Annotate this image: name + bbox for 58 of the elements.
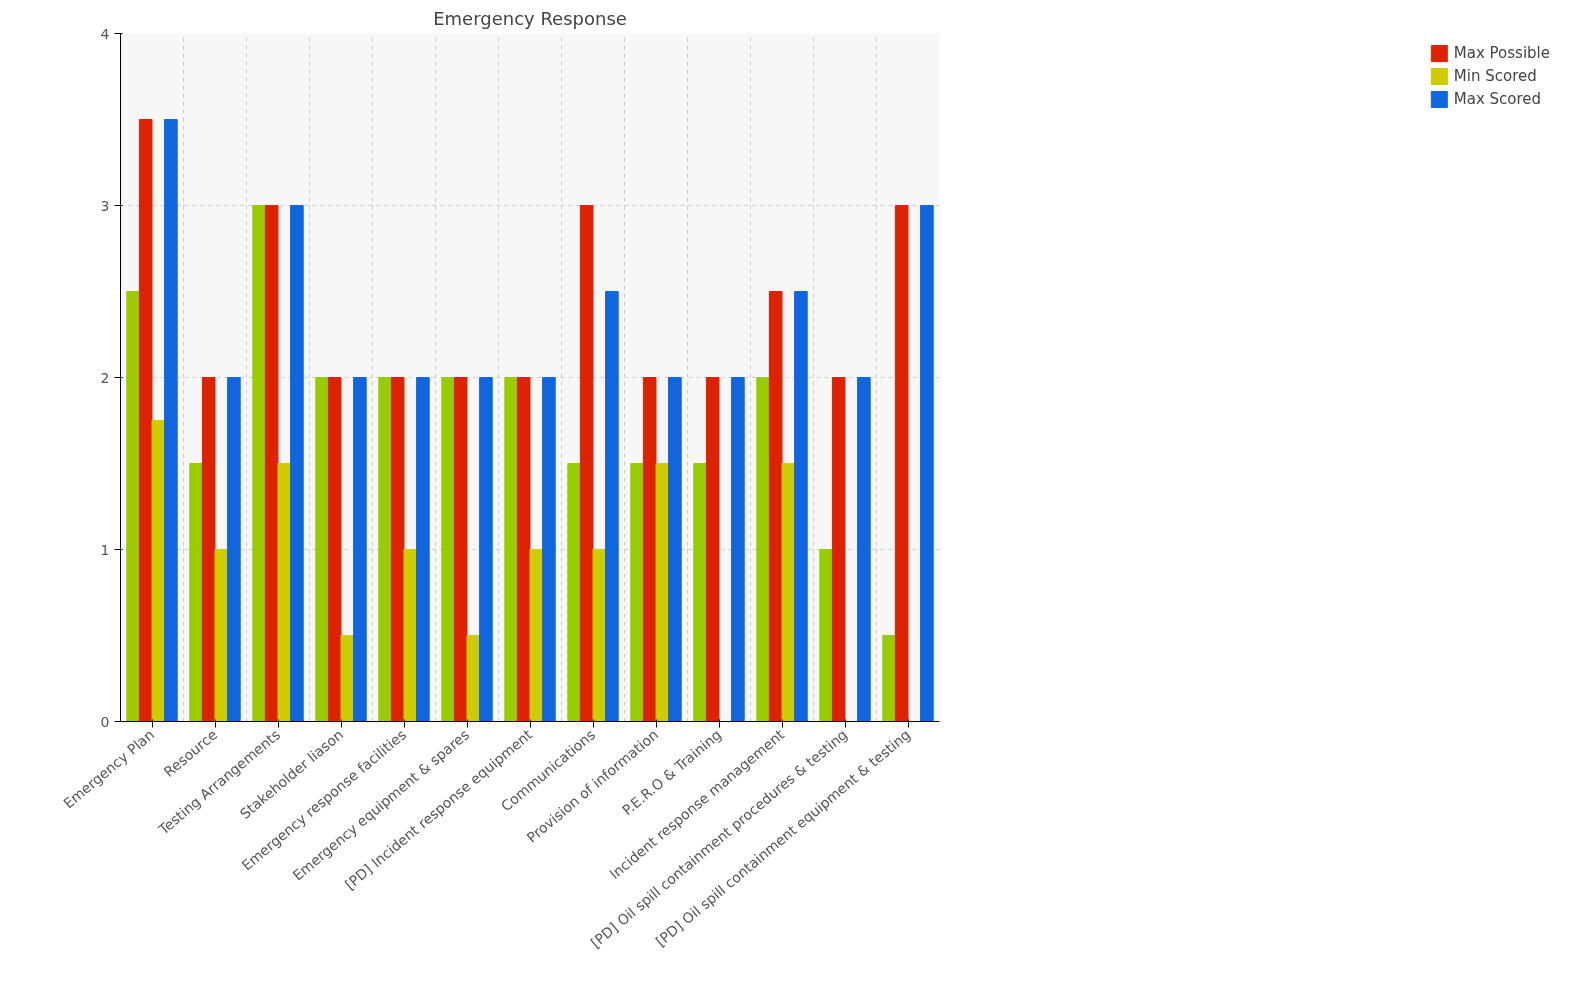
bar [151,420,166,722]
bar [126,291,140,722]
legend-label: Max Scored [1453,90,1542,108]
bar [794,291,808,722]
bar [227,377,241,722]
bar [277,463,292,722]
bar [353,377,367,722]
bar [138,119,153,722]
bar [882,635,896,722]
bar [655,463,670,722]
bar [693,463,707,722]
bar [340,635,355,722]
bar [668,377,682,722]
bar [466,635,481,722]
bar [592,549,607,722]
bar [327,377,342,722]
bar [378,377,392,722]
bar [441,377,455,722]
bar [164,119,178,722]
y-tick-label: 4 [100,25,110,42]
legend-label: Min Scored [1453,67,1537,85]
y-tick-label: 1 [100,541,110,558]
y-tick-label: 2 [100,369,110,386]
bar [290,205,304,722]
bar [252,205,266,722]
bar [390,377,405,722]
bar [831,377,846,722]
bar [630,463,644,722]
bar [516,377,531,722]
bar [529,549,544,722]
bar [315,377,329,722]
bar [920,205,934,722]
bar [605,291,619,722]
bar [453,377,468,722]
bar [731,377,745,722]
bar [403,549,418,722]
bar [768,291,783,722]
bar [857,377,871,722]
bar [504,377,518,722]
bar [189,463,203,722]
bar [781,463,796,722]
bar [756,377,770,722]
bar [542,377,556,722]
bar [214,549,229,722]
bar [819,549,833,722]
bar [642,377,657,722]
chart-title: Emergency Response [433,7,627,29]
bar [416,377,430,722]
bar [894,205,909,722]
legend-label: Max Possible [1453,44,1550,62]
bar [479,377,493,722]
bar [201,377,216,722]
bar [705,377,720,722]
bar [264,205,279,722]
bar [579,205,594,722]
y-tick-label: 0 [100,713,110,730]
y-tick-label: 3 [100,197,110,214]
bar [567,463,581,722]
